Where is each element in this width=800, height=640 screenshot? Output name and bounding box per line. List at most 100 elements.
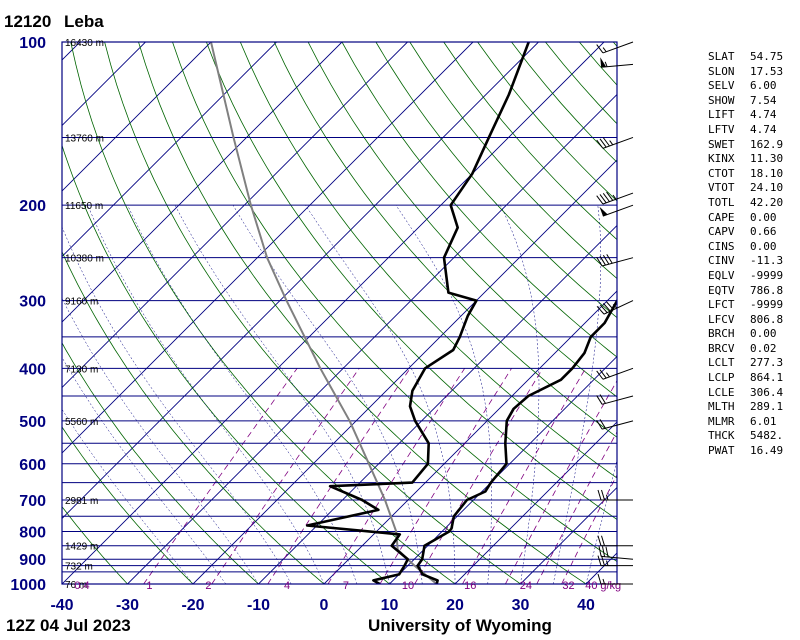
wind-barb <box>599 204 634 217</box>
wind-barb-feather <box>606 301 614 311</box>
height-label: 1429 m <box>65 542 98 553</box>
wind-barb-feather <box>604 61 608 67</box>
moist-adiabat-line <box>232 205 423 584</box>
wind-barb-feather <box>596 395 603 405</box>
moist-adiabat-line <box>62 297 259 584</box>
index-row: TOTL 42.20 <box>708 196 783 211</box>
index-value: 0.00 <box>750 239 777 253</box>
index-value: 786.8 <box>750 283 784 297</box>
plot-frame <box>61 41 618 585</box>
wind-barb <box>596 367 634 380</box>
index-value: 24.10 <box>750 181 784 195</box>
index-row: SLON 17.53 <box>708 65 783 80</box>
index-row: CTOT 18.10 <box>708 167 783 182</box>
index-value: -11.3 <box>750 254 784 268</box>
index-value: 17.53 <box>750 64 784 78</box>
dewpoint-profile <box>305 42 530 584</box>
index-row: EQLV -9999 <box>708 269 783 284</box>
temperature-tick-label: -40 <box>50 597 73 614</box>
mixing-ratio-label: 2 <box>205 580 211 592</box>
wind-barb-staff <box>601 395 634 405</box>
index-key: LFTV <box>708 122 735 136</box>
isotherm-line <box>520 486 617 584</box>
index-key: LCLT <box>708 356 735 370</box>
mixing-ratio-label: 7 <box>343 580 349 592</box>
sounding-indices-table: SLAT 54.75 SLON 17.53 SELV 6.00 SHOW 7.54 LIFT 4.… <box>708 50 783 459</box>
index-key: LFCT <box>708 298 735 312</box>
index-key: BRCV <box>708 341 735 355</box>
index-row: CINV -11.3 <box>708 254 783 269</box>
wind-barb-feather <box>597 573 602 585</box>
index-value: 18.10 <box>750 166 784 180</box>
index-value: 162.9 <box>750 137 784 151</box>
wind-barb <box>596 419 634 430</box>
index-value: 16.49 <box>750 444 784 458</box>
wind-barb-feather <box>602 578 605 585</box>
wind-barb-feather <box>605 372 610 378</box>
wind-barb-feather <box>612 303 618 309</box>
index-row: SWET 162.9 <box>708 138 783 153</box>
index-key: PWAT <box>708 444 735 458</box>
height-label: 11650 m <box>65 201 103 212</box>
height-label: 13760 m <box>65 133 104 144</box>
index-key: SHOW <box>708 93 735 107</box>
wind-barb-feather <box>596 370 604 380</box>
isotherm-line <box>127 93 617 584</box>
index-value: 806.8 <box>750 312 784 326</box>
mixing-ratio-label: 40 <box>585 580 597 592</box>
mixing-ratio-label: 10 <box>402 580 414 592</box>
wind-barb-feather <box>606 494 609 501</box>
pressure-tick-label: 600 <box>19 457 46 474</box>
index-key: TOTL <box>708 195 735 209</box>
isotherm-line <box>62 42 277 258</box>
pressure-tick-label: 400 <box>19 361 46 378</box>
index-key: CAPE <box>708 210 735 224</box>
temperature-tick-label: 10 <box>381 597 399 614</box>
mixing-ratio-label: g/kg <box>600 580 621 592</box>
institution-label: University of Wyoming <box>368 616 552 635</box>
wind-barb-pennant <box>599 206 608 217</box>
parcel-trace <box>210 42 438 584</box>
index-key: CTOT <box>708 166 735 180</box>
wind-barb-staff <box>602 204 634 217</box>
index-row: SELV 6.00 <box>708 79 783 94</box>
temperature-tick-label: -20 <box>181 597 204 614</box>
temperature-tick-label: 30 <box>512 597 530 614</box>
wind-barb-feather <box>596 305 605 315</box>
index-row: THCK 5482. <box>708 429 783 444</box>
index-value: 6.00 <box>750 79 777 93</box>
index-value: 42.20 <box>750 195 784 209</box>
mixing-ratio-label: 4 <box>284 580 290 592</box>
pressure-tick-label: 100 <box>19 35 46 52</box>
index-row: LIFT 4.74 <box>708 108 783 123</box>
pressure-tick-label: 300 <box>19 294 46 311</box>
wind-barb-feather <box>606 254 613 264</box>
index-key: KINX <box>708 152 735 166</box>
index-row: CINS 0.00 <box>708 240 783 255</box>
index-row: MLMR 6.01 <box>708 415 783 430</box>
wind-barb-feather <box>599 419 606 429</box>
temperature-tick-label: -30 <box>116 597 139 614</box>
index-row: EQTV 786.8 <box>708 284 783 299</box>
dry-adiabat-line <box>239 42 617 479</box>
index-value: 7.54 <box>750 93 777 107</box>
wind-barb-feather <box>602 47 607 53</box>
temperature-tick-label: 0 <box>320 597 329 614</box>
mixing-ratio-label: 24 <box>520 580 532 592</box>
index-row: MLTH 289.1 <box>708 400 783 415</box>
wind-barb-feather <box>601 535 605 546</box>
index-row: LCLE 306.4 <box>708 386 783 401</box>
index-key: LCLE <box>708 385 735 399</box>
index-key: SLON <box>708 64 735 78</box>
isotherm-line <box>62 42 605 584</box>
isotherm-line <box>62 42 408 389</box>
wind-barb-feather <box>603 303 611 312</box>
dry-adiabat-line <box>70 42 456 584</box>
index-key: MLMR <box>708 414 735 428</box>
index-value: 306.4 <box>750 385 784 399</box>
index-row: BRCH 0.00 <box>708 327 783 342</box>
wind-barb-feather <box>599 394 606 404</box>
wind-barb-feather <box>606 560 609 566</box>
isotherm-line <box>454 421 617 584</box>
index-key: EQTV <box>708 283 735 297</box>
